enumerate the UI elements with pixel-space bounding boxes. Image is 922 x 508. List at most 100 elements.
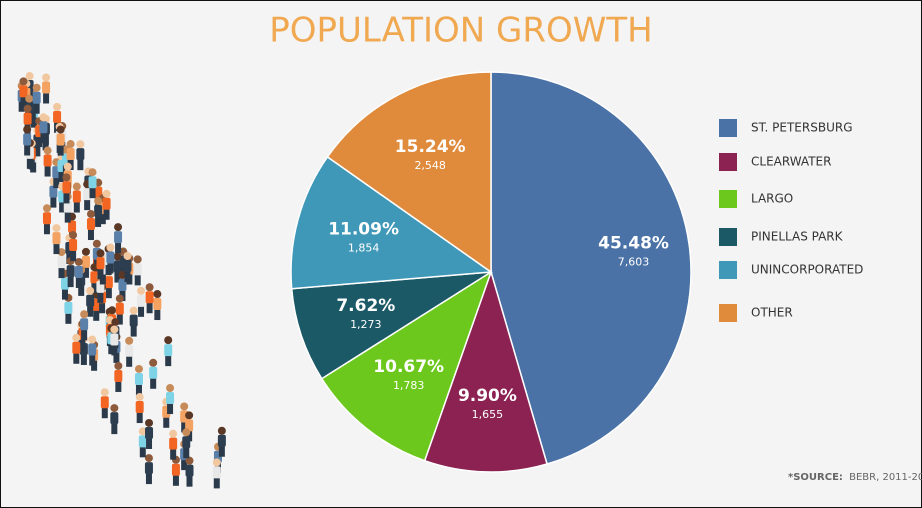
person-head <box>114 362 122 370</box>
person-body <box>57 134 65 146</box>
slice-count-label: 7,603 <box>618 256 650 269</box>
person <box>87 210 95 240</box>
person <box>42 73 50 103</box>
person-head <box>103 190 111 198</box>
person <box>52 224 60 254</box>
person <box>44 147 52 177</box>
person-head <box>125 337 133 345</box>
infographic: 45.48%7,6039.90%1,65510.67%1,7837.62%1,2… <box>0 0 922 508</box>
person-body <box>43 212 51 224</box>
person-head <box>101 388 109 396</box>
person <box>114 223 122 253</box>
slice-percent-label: 9.90% <box>458 386 517 406</box>
slice-count-label: 1,854 <box>348 241 380 254</box>
legend-label: PINELLAS PARK <box>751 230 844 244</box>
person <box>114 362 122 392</box>
slice-percent-label: 7.62% <box>336 296 395 316</box>
person-body <box>86 295 94 307</box>
person <box>67 257 75 287</box>
person <box>186 457 194 487</box>
person-head <box>164 336 172 344</box>
pie: 45.48%7,6039.90%1,65510.67%1,7837.62%1,2… <box>291 72 691 472</box>
person <box>75 258 83 288</box>
person-head <box>86 287 94 295</box>
person-body <box>58 256 66 268</box>
person-head <box>76 140 84 148</box>
legend-swatch <box>719 304 737 322</box>
legend-label: OTHER <box>751 306 793 320</box>
chart-title: POPULATION GROWTH <box>269 11 652 51</box>
person-body <box>75 266 83 278</box>
person-body <box>164 344 172 356</box>
person-body <box>218 435 226 447</box>
person-head <box>108 306 116 314</box>
person-head <box>113 253 121 261</box>
person-body <box>23 133 31 145</box>
person-head <box>114 223 122 231</box>
person-head <box>166 384 174 392</box>
person <box>172 456 180 486</box>
person-head <box>25 95 33 103</box>
person-body <box>69 239 77 251</box>
person-body <box>166 392 174 404</box>
person-body <box>213 466 221 478</box>
person-body <box>89 176 97 188</box>
person-body <box>134 263 142 275</box>
person-head <box>72 334 80 342</box>
person <box>33 84 41 114</box>
legend-swatch <box>719 261 737 279</box>
person-head <box>23 125 31 133</box>
person-head <box>153 290 161 298</box>
person-head <box>146 283 154 291</box>
person <box>137 287 145 317</box>
slice-count-label: 2,548 <box>414 159 446 172</box>
legend-swatch <box>719 153 737 171</box>
person-head <box>52 224 60 232</box>
person-body <box>137 295 145 307</box>
person-body <box>72 342 80 354</box>
person-head <box>145 419 153 427</box>
person-head <box>19 77 27 85</box>
slice-percent-label: 10.67% <box>373 357 444 377</box>
person <box>19 77 27 107</box>
person-body <box>53 111 61 123</box>
person-body <box>105 276 113 288</box>
person-head <box>136 393 144 401</box>
person <box>103 190 111 220</box>
person-head <box>64 163 72 171</box>
person-body <box>64 302 72 314</box>
person-head <box>134 255 142 263</box>
person-body <box>19 85 27 97</box>
person-body <box>87 218 95 230</box>
person-head <box>149 359 157 367</box>
person-head <box>88 336 96 344</box>
person-body <box>82 256 90 268</box>
person-body <box>169 438 177 450</box>
person <box>39 113 47 143</box>
person-body <box>33 92 41 104</box>
person <box>135 365 143 395</box>
person-head <box>89 168 97 176</box>
person-head <box>182 428 190 436</box>
person <box>106 244 114 274</box>
person <box>57 126 65 156</box>
person <box>136 393 144 423</box>
person <box>145 419 153 449</box>
person-head <box>43 204 51 212</box>
person-head <box>110 404 118 412</box>
person <box>130 307 138 337</box>
person-head <box>145 454 153 462</box>
person-body <box>135 373 143 385</box>
person <box>73 183 81 213</box>
source-text: BEBR, 2011-2015 <box>849 472 922 483</box>
slice-count-label: 1,273 <box>350 318 382 331</box>
person-head <box>130 307 138 315</box>
person-head <box>67 140 75 148</box>
person-head <box>73 183 81 191</box>
legend-label: UNINCORPORATED <box>751 263 863 277</box>
slice-percent-label: 15.24% <box>395 137 466 157</box>
person-head <box>116 295 124 303</box>
person <box>145 454 153 484</box>
person-head <box>137 287 145 295</box>
person <box>153 290 161 320</box>
